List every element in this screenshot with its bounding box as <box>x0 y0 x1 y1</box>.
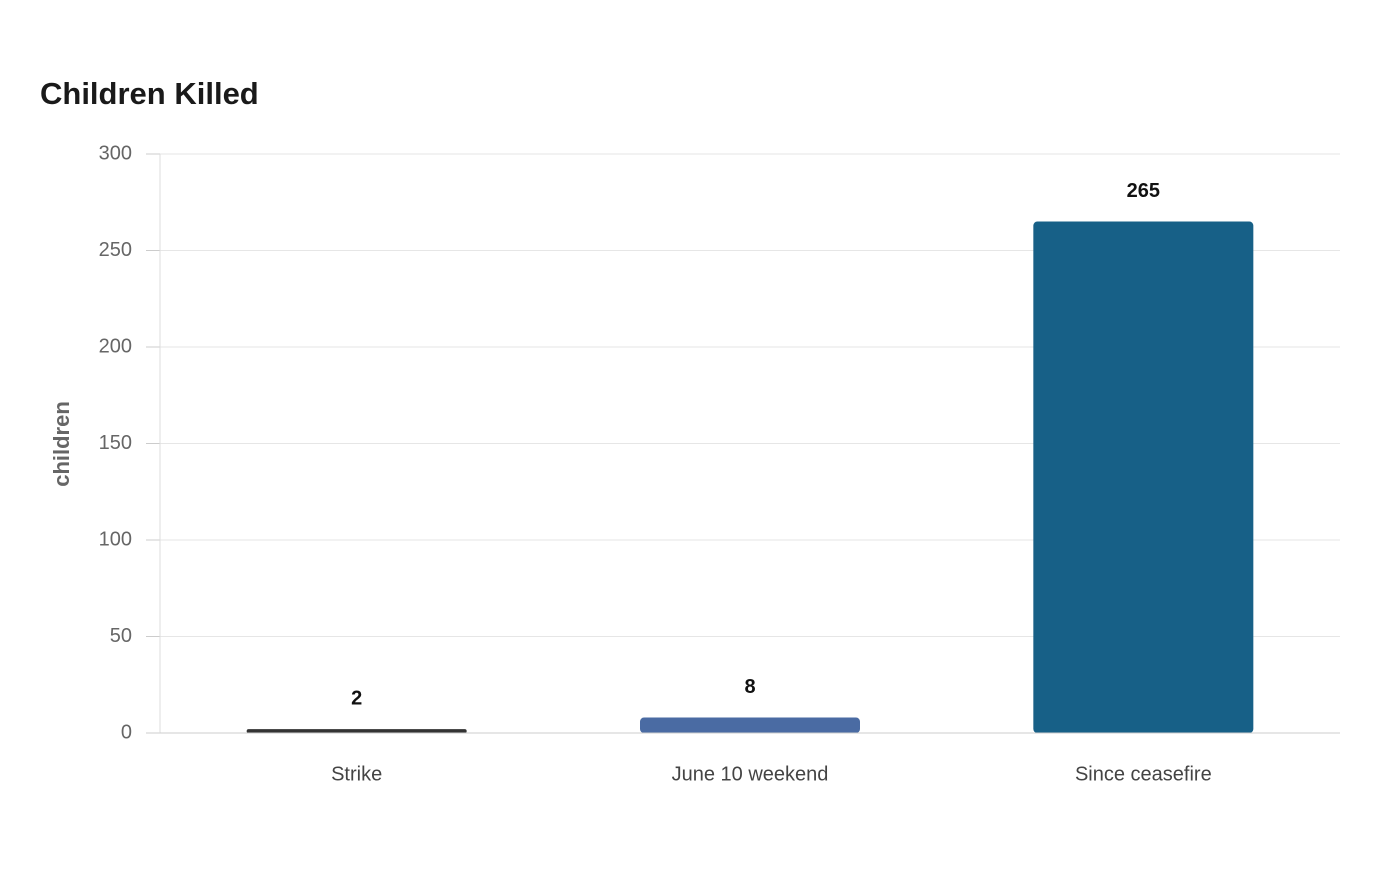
chart-title: Children Killed <box>40 76 259 111</box>
y-tick-label: 250 <box>99 239 132 261</box>
x-tick-label: Strike <box>331 763 382 785</box>
data-label: 265 <box>1127 180 1160 202</box>
bar <box>246 729 467 733</box>
y-tick-label: 0 <box>121 721 132 743</box>
y-tick-label: 50 <box>110 625 132 647</box>
data-label: 2 <box>351 687 362 709</box>
y-tick-label: 200 <box>99 335 132 357</box>
y-tick-label: 150 <box>99 432 132 454</box>
y-tick-label: 100 <box>99 528 132 550</box>
x-tick-label: Since ceasefire <box>1075 763 1212 785</box>
data-label: 8 <box>744 676 755 698</box>
bar <box>1033 221 1254 734</box>
x-tick-label: June 10 weekend <box>672 763 829 785</box>
bar <box>640 717 860 733</box>
y-axis-label: children <box>49 401 74 487</box>
y-tick-label: 300 <box>99 142 132 164</box>
